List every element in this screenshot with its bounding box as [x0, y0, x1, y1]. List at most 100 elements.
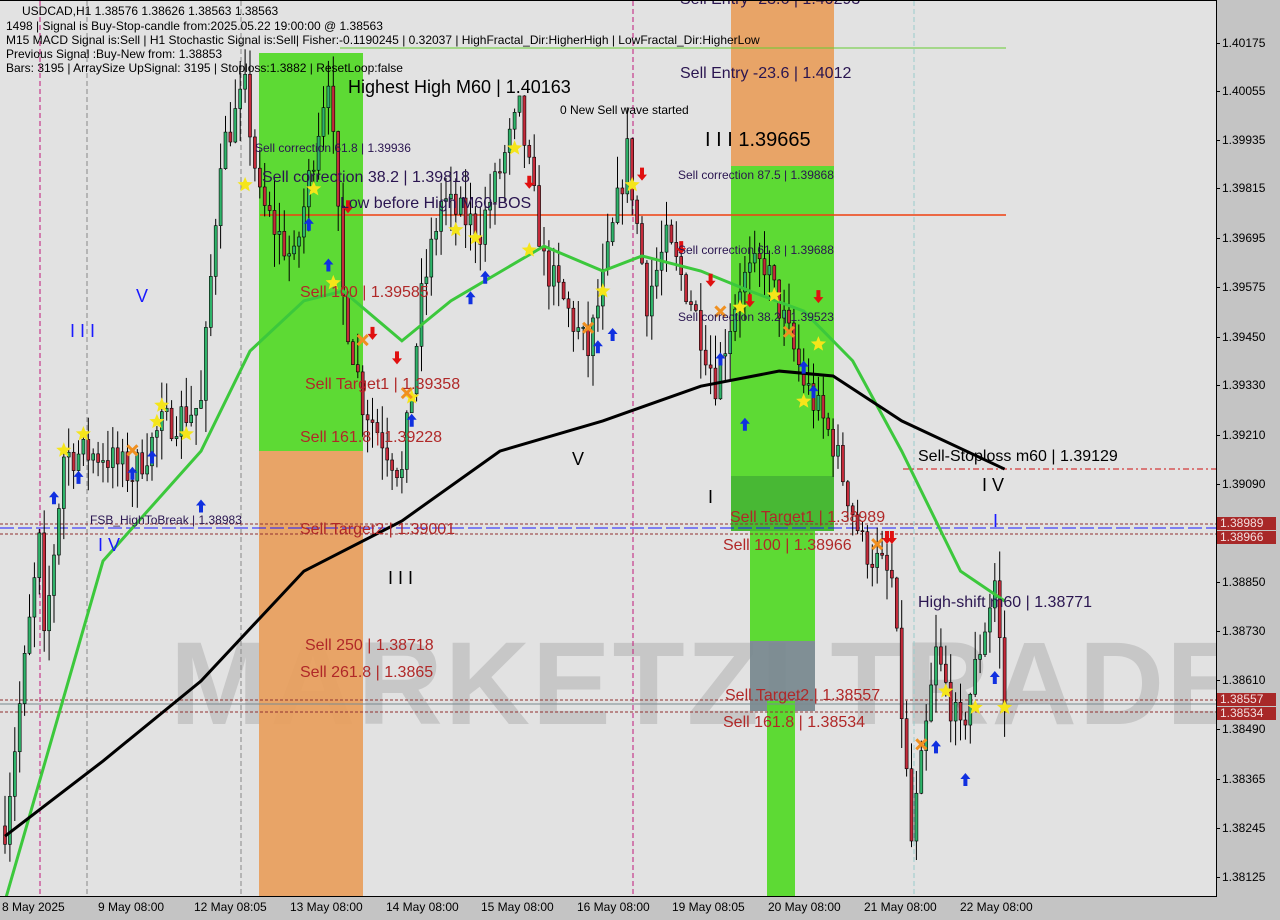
- bear-candle: [272, 210, 277, 235]
- price-tick: [1216, 828, 1220, 829]
- star-icon: [149, 413, 165, 429]
- bear-candle: [620, 187, 625, 195]
- bear-candle: [355, 364, 360, 373]
- bear-candle: [71, 451, 76, 471]
- price-tick-label: 1.39330: [1222, 378, 1266, 392]
- bear-candle: [997, 580, 1002, 638]
- bear-candle: [694, 304, 698, 311]
- bull-candle: [919, 750, 924, 794]
- price-tag: 1.38534: [1217, 707, 1276, 720]
- bull-candle: [81, 439, 86, 455]
- price-tick: [1216, 188, 1220, 189]
- bear-candle: [341, 205, 345, 296]
- bull-candle: [596, 305, 600, 319]
- sell-arrow-icon: [637, 167, 647, 181]
- wave-label-iii-b: I I I: [388, 568, 414, 588]
- bull-candle: [551, 265, 556, 287]
- label-sell-161-8: Sell 161.8 | 1.39228: [300, 429, 443, 446]
- bear-candle: [821, 395, 826, 419]
- bull-candle: [52, 554, 56, 596]
- cross-icon: [714, 305, 727, 318]
- bull-candle: [424, 276, 429, 284]
- bull-candle: [209, 276, 213, 328]
- bear-candle: [757, 253, 762, 260]
- bull-candle: [743, 271, 747, 293]
- price-tick: [1216, 631, 1220, 632]
- time-tick-label: 19 May 08:05: [672, 900, 745, 914]
- bear-candle: [963, 719, 968, 726]
- price-tick: [1216, 435, 1220, 436]
- bull-candle: [591, 317, 595, 357]
- label-sell-target2: Sell Target2 | 1.39001: [300, 521, 456, 538]
- buy-arrow-icon: [989, 670, 1000, 684]
- bull-candle: [649, 285, 654, 317]
- bear-candle: [708, 364, 713, 369]
- wave-label-iv-b: I V: [982, 475, 1005, 495]
- bull-candle: [404, 412, 409, 470]
- bear-candle: [1002, 637, 1007, 706]
- price-tag: 1.38989: [1217, 517, 1276, 530]
- star-icon: [306, 180, 322, 196]
- bull-candle: [223, 131, 228, 169]
- bull-candle: [302, 206, 306, 238]
- bull-candle: [37, 532, 42, 578]
- sell-arrow-icon: [367, 326, 378, 340]
- bear-candle: [630, 138, 635, 201]
- bull-candle: [155, 430, 159, 438]
- time-tick-label: 13 May 08:00: [290, 900, 363, 914]
- bull-candle: [733, 308, 737, 332]
- bull-candle: [983, 631, 987, 655]
- bear-candle: [880, 552, 884, 556]
- star-icon: [996, 699, 1013, 715]
- bear-candle: [140, 452, 144, 475]
- price-tag: 1.38966: [1217, 531, 1276, 544]
- time-tick-label: 9 May 08:00: [98, 900, 165, 914]
- price-tick-label: 1.38850: [1222, 575, 1266, 589]
- bear-candle: [885, 554, 889, 571]
- buy-arrow-icon: [73, 470, 84, 484]
- cross-icon: [782, 325, 796, 338]
- sell-arrow-icon: [676, 241, 687, 255]
- bull-candle: [13, 751, 17, 797]
- bull-candle: [233, 108, 238, 143]
- label-highest-high: Highest High M60 | 1.40163: [348, 77, 571, 97]
- bull-candle: [17, 703, 22, 753]
- bull-candle: [434, 230, 439, 240]
- price-tick: [1216, 582, 1220, 583]
- bull-candle: [419, 283, 424, 347]
- bear-candle: [346, 295, 350, 343]
- bear-candle: [360, 371, 365, 416]
- price-tick-label: 1.39450: [1222, 330, 1266, 344]
- bull-candle: [488, 201, 492, 211]
- bear-candle: [463, 197, 468, 226]
- buy-arrow-icon: [931, 740, 941, 754]
- bear-candle: [850, 505, 855, 516]
- sell-arrow-icon: [705, 273, 716, 287]
- price-tick-label: 1.38365: [1222, 772, 1266, 786]
- buy-arrow-icon: [49, 491, 59, 505]
- bull-candle: [934, 646, 938, 686]
- signal-zone: [731, 166, 834, 476]
- bull-candle: [429, 238, 434, 278]
- label-wave-iii-price: I I I 1.39665: [705, 129, 811, 151]
- bear-candle: [826, 417, 831, 430]
- bear-candle: [762, 258, 767, 276]
- bull-candle: [174, 436, 179, 439]
- label-sell-correction-87-5: Sell correction 87.5 | 1.39868: [678, 168, 834, 182]
- bear-candle: [845, 481, 850, 507]
- buy-arrow-icon: [465, 291, 476, 305]
- bull-candle: [111, 447, 115, 468]
- buy-arrow-icon: [739, 417, 750, 431]
- buy-arrow-icon: [715, 352, 726, 366]
- bear-candle: [689, 301, 693, 305]
- bull-candle: [483, 209, 488, 245]
- chart-plot-area[interactable]: MARKETZI TRADE USDCAD,H1 1.38576 1.38626…: [0, 0, 1217, 897]
- buy-arrow-icon: [592, 340, 603, 354]
- bull-candle: [816, 395, 821, 411]
- bull-candle: [502, 152, 507, 174]
- price-tag: 1.38557: [1217, 693, 1276, 706]
- moving-average-slow: [4, 369, 1006, 838]
- buy-arrow-icon: [607, 327, 618, 341]
- wave-label-v-b: V: [572, 449, 585, 469]
- bear-candle: [537, 185, 541, 247]
